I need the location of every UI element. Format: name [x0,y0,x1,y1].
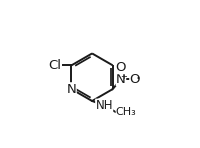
Text: N: N [67,83,76,96]
Text: O: O [130,73,140,86]
Text: ·: · [135,72,140,87]
Text: Cl: Cl [48,59,61,72]
Text: CH₃: CH₃ [116,107,137,117]
Text: +: + [120,72,127,81]
Text: N: N [116,73,126,86]
Text: NH: NH [95,99,113,112]
Text: O: O [116,61,126,74]
